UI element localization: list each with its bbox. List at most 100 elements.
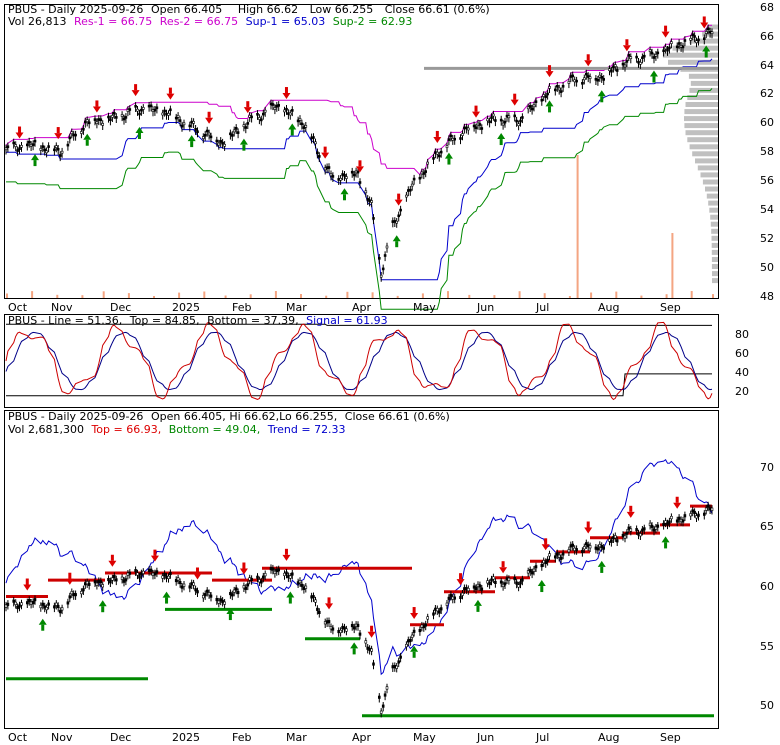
sell-arrow	[661, 25, 670, 38]
trend-sell-arrow-shaft	[242, 562, 246, 569]
volume-bar	[346, 291, 349, 298]
trend-buy-arrow	[661, 536, 670, 549]
trend-candle-body	[534, 565, 538, 569]
price-candles	[4, 24, 714, 282]
trend-candle-body	[513, 577, 517, 581]
stoch-header-signal: Signal = 61.93	[306, 314, 388, 327]
price-candle-body	[167, 113, 170, 116]
price-candle-body	[625, 60, 629, 63]
trend-candle-body	[327, 620, 331, 624]
trend-candle-body	[494, 580, 497, 585]
trend-sell-arrow-head	[584, 527, 593, 534]
price-candle-body	[519, 119, 522, 123]
sell-arrow	[545, 65, 554, 78]
price-candle-body	[610, 69, 613, 73]
trend-candle-body	[136, 572, 139, 576]
volume-profile-bar	[711, 249, 718, 255]
trend-candle-body	[385, 686, 389, 690]
trend-sell-arrow-head	[108, 560, 117, 567]
trend-candle-body	[571, 543, 575, 547]
price-candle-body	[339, 178, 342, 181]
trend-signal-arrows	[23, 496, 682, 658]
trend-candle-body	[93, 580, 97, 584]
price-candle-body	[134, 105, 137, 108]
trend-candle-body	[492, 576, 495, 580]
trend-sell-arrow	[367, 625, 376, 638]
trend-candle-body	[14, 601, 17, 605]
trend-candle-body	[202, 595, 205, 599]
volume-bar	[447, 291, 449, 298]
price-candle-body	[107, 115, 110, 119]
sell-arrow-head	[243, 107, 252, 114]
price-candle-body	[689, 37, 693, 41]
trend-candle-body	[207, 592, 211, 596]
trend-candle-body	[215, 597, 219, 602]
price-candle-body	[312, 136, 315, 139]
price-candle-body	[45, 150, 48, 154]
trend-buy-arrow-head	[661, 536, 670, 543]
price-candle-body	[14, 144, 17, 147]
price-candle-body	[530, 107, 534, 111]
trend-candle-body	[600, 544, 604, 549]
price-candle-body	[120, 114, 124, 117]
trend-candle-body	[115, 578, 118, 582]
trend-sell-arrow-head	[673, 502, 682, 509]
price-candle-body	[111, 115, 114, 118]
price-candle-body	[85, 119, 89, 122]
price-candle-body	[499, 118, 503, 122]
trend-sell-arrow	[456, 573, 465, 586]
x-tick: Nov	[51, 731, 73, 744]
price-candle-body	[290, 109, 294, 112]
trend-sell-arrow-head	[367, 631, 376, 638]
trend-candle-body	[60, 607, 64, 611]
price-candle-body	[182, 122, 186, 126]
trend-candle-body	[331, 627, 335, 631]
price-candle-body	[192, 121, 195, 124]
sell-arrow-shaft	[548, 65, 552, 72]
price-candle-body	[327, 166, 331, 169]
price-candle-body	[459, 137, 462, 140]
price-candle-body	[540, 98, 544, 102]
price-candle-body	[33, 139, 37, 143]
trend-candle-body	[261, 575, 265, 579]
sell-arrow-head	[661, 31, 670, 38]
trend-candle-body	[615, 539, 619, 543]
trend-candle-body	[99, 580, 103, 584]
buy-arrow-head	[187, 135, 196, 142]
trend-sell-arrow	[499, 561, 508, 574]
trend-candle-body	[205, 589, 209, 593]
trend-buy-arrow-head	[226, 608, 235, 615]
volume-profile-bar	[710, 214, 718, 220]
volume-profile-bar	[690, 80, 718, 86]
trend-candle-body	[488, 581, 491, 586]
trend-candle-body	[256, 575, 259, 579]
buy-arrow	[597, 90, 606, 103]
price-candle-body	[229, 132, 232, 136]
trend-sell-arrow-shaft	[412, 607, 416, 614]
trend-candle-body	[101, 584, 104, 588]
volume-profile-bar	[684, 109, 718, 115]
trend-y-tick: 60	[760, 580, 774, 593]
volume-profile-bar	[684, 123, 718, 129]
volume-bar	[665, 294, 668, 298]
volume-profile-bar	[711, 228, 718, 234]
price-candle-body	[236, 131, 240, 134]
trend-candle-body	[161, 575, 164, 579]
trend-candle-body	[648, 522, 652, 526]
price-candle-body	[507, 115, 511, 119]
price-candle-body	[209, 135, 213, 139]
trend-candle-body	[702, 512, 706, 516]
trend-sell-arrow-head	[456, 579, 465, 586]
sell-arrow-head	[355, 166, 364, 173]
price-candle-body	[60, 150, 64, 154]
price-candle-body	[399, 208, 402, 212]
price-header-vol: Vol 26,813	[8, 15, 66, 28]
trend-candle-body	[163, 572, 166, 577]
buy-arrow	[340, 188, 349, 201]
volume-bar	[640, 295, 643, 298]
sell-arrow-shaft	[586, 54, 590, 61]
stochastic-lines	[5, 321, 713, 401]
trend-sell-arrow-shaft	[544, 538, 548, 545]
trend-candle-body	[478, 584, 482, 588]
volume-profile-bar	[710, 221, 718, 227]
